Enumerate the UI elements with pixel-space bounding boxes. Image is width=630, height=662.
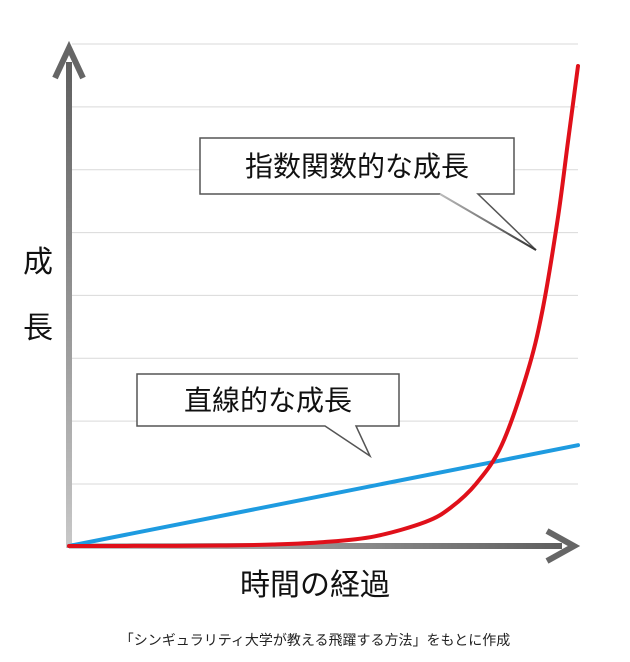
callout-exponential: 指数関数的な成長 (199, 137, 537, 251)
callout-linear: 直線的な成長 (136, 373, 400, 459)
callout-exponential-text: 指数関数的な成長 (245, 150, 469, 183)
y-axis (52, 40, 86, 548)
y-axis-label-char-1: 成 (23, 245, 53, 280)
series-line-exponential (67, 64, 580, 548)
x-axis (69, 528, 581, 564)
y-axis-label-char-2: 長 (23, 311, 53, 346)
series-line-linear (67, 443, 580, 548)
source-note: 「シンギュラリティ大学が教える飛躍する方法」をもとに作成 (120, 633, 510, 649)
x-axis-label: 時間の経過 (240, 568, 390, 603)
series-lines (67, 64, 580, 548)
callout-linear-text: 直線的な成長 (184, 384, 352, 417)
